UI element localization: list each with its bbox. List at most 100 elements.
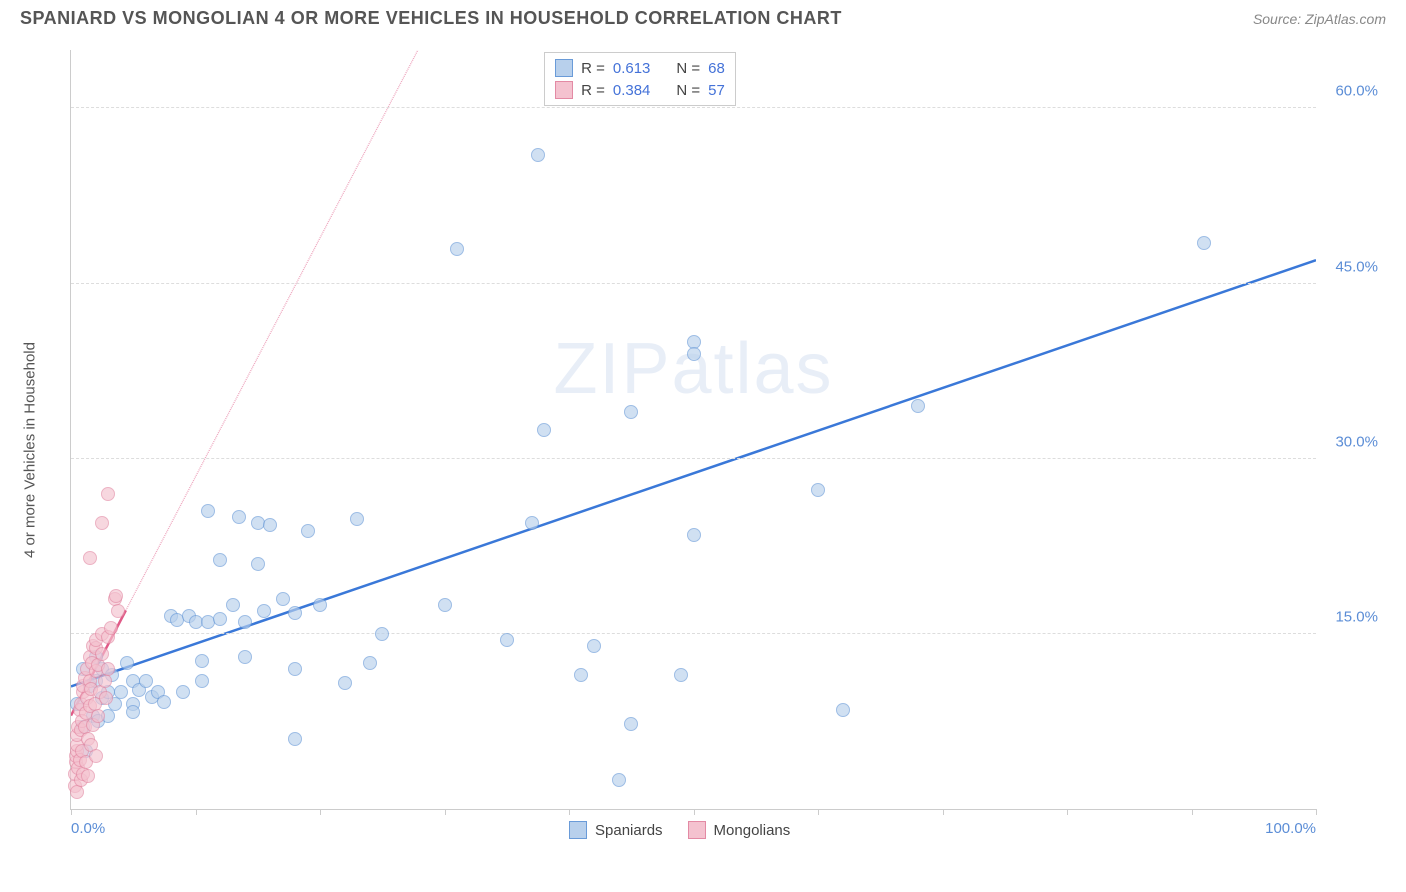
xtick — [196, 809, 197, 815]
plot-area: ZIPatlas R = 0.613 N = 68 R = 0.384 N = … — [70, 50, 1316, 810]
data-point — [375, 627, 389, 641]
data-point — [109, 589, 123, 603]
legend-series-label: Mongolians — [714, 822, 791, 839]
data-point — [126, 705, 140, 719]
data-point — [95, 516, 109, 530]
data-point — [83, 551, 97, 565]
data-point — [438, 598, 452, 612]
n-value: 68 — [708, 60, 725, 77]
data-point — [95, 647, 109, 661]
data-point — [574, 668, 588, 682]
data-point — [195, 674, 209, 688]
data-point — [288, 606, 302, 620]
data-point — [232, 510, 246, 524]
data-point — [104, 621, 118, 635]
legend-series-item: Spaniards — [569, 821, 663, 839]
xtick-label: 0.0% — [71, 820, 105, 837]
data-point — [99, 691, 113, 705]
data-point — [101, 662, 115, 676]
xtick — [71, 809, 72, 815]
chart-header: SPANIARD VS MONGOLIAN 4 OR MORE VEHICLES… — [0, 0, 1406, 35]
legend-row: R = 0.384 N = 57 — [555, 79, 725, 101]
gridline-h — [71, 283, 1316, 284]
data-point — [81, 769, 95, 783]
data-point — [120, 656, 134, 670]
data-point — [139, 674, 153, 688]
data-point — [111, 604, 125, 618]
data-point — [301, 524, 315, 538]
data-point — [624, 717, 638, 731]
data-point — [213, 553, 227, 567]
xtick-label: 100.0% — [1265, 820, 1316, 837]
data-point — [157, 695, 171, 709]
data-point — [450, 242, 464, 256]
legend-swatch — [555, 59, 573, 77]
y-axis-label: 4 or more Vehicles in Household — [22, 342, 39, 558]
data-point — [276, 592, 290, 606]
data-point — [1197, 236, 1211, 250]
xtick — [943, 809, 944, 815]
legend-correlation: R = 0.613 N = 68 R = 0.384 N = 57 — [544, 52, 736, 106]
ytick-label: 60.0% — [1335, 83, 1378, 100]
gridline-h — [71, 107, 1316, 108]
xtick — [320, 809, 321, 815]
data-point — [811, 483, 825, 497]
data-point — [114, 685, 128, 699]
data-point — [288, 732, 302, 746]
n-label: N = — [676, 60, 700, 77]
xtick — [1192, 809, 1193, 815]
data-point — [89, 749, 103, 763]
data-point — [257, 604, 271, 618]
data-point — [363, 656, 377, 670]
data-point — [263, 518, 277, 532]
data-point — [313, 598, 327, 612]
data-point — [176, 685, 190, 699]
gridline-h — [71, 633, 1316, 634]
data-point — [226, 598, 240, 612]
n-value: 57 — [708, 82, 725, 99]
legend-series-label: Spaniards — [595, 822, 663, 839]
legend-series-item: Mongolians — [688, 821, 791, 839]
chart-title: SPANIARD VS MONGOLIAN 4 OR MORE VEHICLES… — [20, 8, 842, 29]
legend-series: Spaniards Mongolians — [569, 821, 790, 839]
data-point — [531, 148, 545, 162]
n-label: N = — [676, 82, 700, 99]
xtick — [1316, 809, 1317, 815]
xtick — [818, 809, 819, 815]
r-label: R = — [581, 82, 605, 99]
data-point — [587, 639, 601, 653]
gridline-h — [71, 458, 1316, 459]
trend-lines — [71, 50, 1316, 809]
data-point — [238, 650, 252, 664]
xtick — [445, 809, 446, 815]
xtick — [694, 809, 695, 815]
data-point — [537, 423, 551, 437]
r-value: 0.613 — [613, 60, 651, 77]
legend-swatch — [688, 821, 706, 839]
data-point — [350, 512, 364, 526]
xtick — [1067, 809, 1068, 815]
data-point — [91, 709, 105, 723]
data-point — [836, 703, 850, 717]
data-point — [195, 654, 209, 668]
data-point — [213, 612, 227, 626]
chart-container: 4 or more Vehicles in Household ZIPatlas… — [20, 40, 1386, 860]
data-point — [674, 668, 688, 682]
data-point — [687, 528, 701, 542]
data-point — [288, 662, 302, 676]
data-point — [500, 633, 514, 647]
data-point — [238, 615, 252, 629]
source-label: Source: ZipAtlas.com — [1253, 11, 1386, 27]
ytick-label: 15.0% — [1335, 608, 1378, 625]
legend-row: R = 0.613 N = 68 — [555, 57, 725, 79]
data-point — [911, 399, 925, 413]
r-label: R = — [581, 60, 605, 77]
data-point — [251, 557, 265, 571]
legend-swatch — [569, 821, 587, 839]
data-point — [101, 487, 115, 501]
data-point — [612, 773, 626, 787]
data-point — [624, 405, 638, 419]
data-point — [525, 516, 539, 530]
data-point — [338, 676, 352, 690]
r-value: 0.384 — [613, 82, 651, 99]
